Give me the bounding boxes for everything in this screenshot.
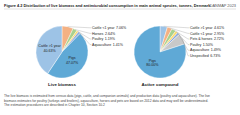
footnote: The live biomass is estimated from censu… (4, 94, 210, 98)
category-name: Cattle >1 year (190, 26, 213, 30)
chart-title: Live biomass (48, 82, 76, 87)
data-label: 1.49% (211, 48, 222, 52)
data-label: 1.50% (203, 43, 214, 47)
slice-label: Poultry1.50% (190, 43, 214, 47)
leader-line (170, 28, 190, 34)
slice-label: Pets & horses2.72% (190, 37, 225, 41)
category-name: Aquaculture (92, 43, 111, 47)
data-label: 1.41% (113, 43, 124, 47)
data-label: 6.73% (210, 54, 221, 58)
slice-label: Cattle <1 year2.95% (190, 32, 225, 36)
leader-line (178, 34, 189, 51)
data-label: 2.72% (214, 37, 225, 41)
category-name: Poultry (92, 37, 103, 41)
slice-label: Poultry1.19% (92, 37, 116, 41)
category-name: Unspecified (190, 54, 209, 58)
slice-label: Pigs (69, 56, 76, 60)
category-name: Horses (92, 32, 104, 36)
slice (36, 26, 62, 74)
figure-title: Figure 4.2 Distribution of live biomass … (4, 3, 211, 8)
source: DANMAP 2023 (210, 3, 236, 8)
leader-line (75, 30, 91, 34)
data-label: 2.95% (214, 32, 225, 36)
slice-label: Aquaculture1.41% (92, 43, 124, 47)
category-name: Cattle <1 year (190, 32, 213, 36)
data-label: 47.07% (66, 61, 79, 65)
leader-line (78, 31, 92, 39)
data-label: 1.19% (105, 37, 116, 41)
category-name: Pets & horses (190, 37, 213, 41)
slice-label: Cattle >1 year4.61% (190, 26, 225, 30)
slice-label: Cattle <1 year7.06% (92, 26, 127, 30)
data-label: 40.63% (43, 49, 56, 53)
leader-line (164, 26, 190, 28)
data-label: 2.64% (105, 32, 116, 36)
rule (4, 9, 236, 10)
leader-line (79, 33, 91, 45)
data-label: 80.00% (146, 63, 159, 67)
data-label: 7.06% (116, 26, 127, 30)
category-name: Aquaculture (190, 48, 209, 52)
category-name: Poultry (190, 43, 201, 47)
category-name: Cattle <1 year (92, 26, 115, 30)
data-label: 4.61% (214, 26, 225, 30)
slice-label: Pigs (149, 59, 156, 63)
figure: Figure 4.2 Distribution of live biomass … (0, 0, 240, 115)
footnote: biomass estimates for poultry (turkeys a… (4, 99, 208, 103)
leader-line (182, 39, 189, 56)
leader-line (68, 27, 92, 28)
slice-label: Cattle >1 year (38, 44, 61, 48)
slice-label: Aquaculture1.49% (190, 48, 222, 52)
slice-label: Unspecified6.73% (190, 54, 221, 58)
slice-label: Horses2.64% (92, 32, 116, 36)
footnote: The estimation procedures are described … (4, 103, 105, 107)
chart-title: Active compound (142, 82, 179, 87)
